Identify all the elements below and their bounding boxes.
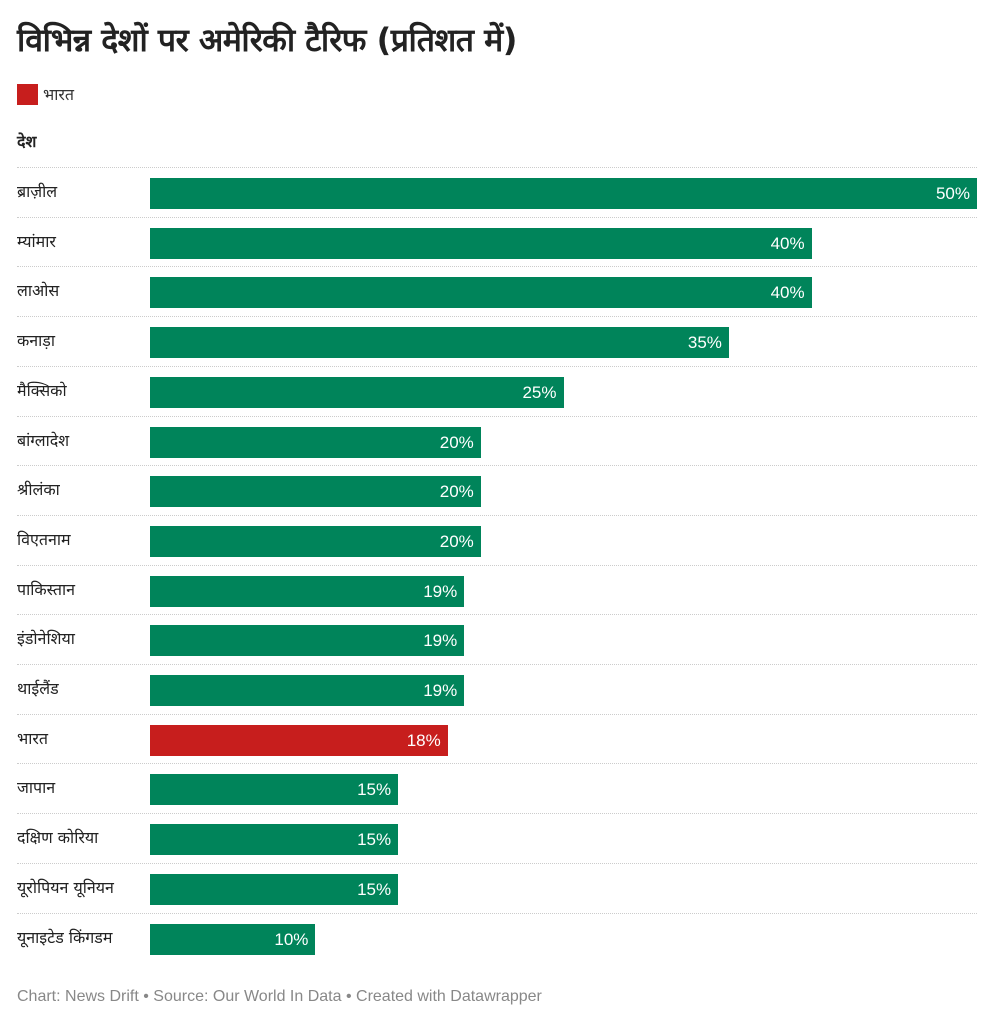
category-label: बांग्लादेश [17, 430, 70, 450]
bar: 20% [150, 426, 481, 458]
bar: 19% [150, 575, 465, 607]
category-label: श्रीलंका [17, 480, 60, 500]
chart-title: विभिन्न देशों पर अमेरिकी टैरिफ (प्रतिशत … [17, 21, 517, 59]
data-label: 15% [357, 879, 392, 899]
bar-row: यूरोपियन यूनियन 15% [17, 862, 977, 913]
category-label: थाईलैंड [17, 679, 59, 698]
category-label: यूरोपियन यूनियन [17, 877, 114, 897]
legend: भारत [17, 83, 74, 105]
column-header: देश [17, 132, 37, 151]
bar: 15% [150, 774, 399, 806]
bar: 19% [150, 625, 465, 657]
category-label: कनाड़ा [17, 331, 56, 351]
data-label: 19% [423, 581, 458, 601]
bar: 15% [150, 824, 399, 856]
bar: 10% [150, 923, 316, 955]
data-label: 19% [423, 631, 458, 651]
bar-row: भारत 18% [17, 713, 977, 764]
category-label: दक्षिण कोरिया [17, 828, 99, 848]
category-label: यूनाइटेड किंगडम [17, 927, 113, 947]
bar-row: पाकिस्तान 19% [17, 564, 977, 615]
bar-row: कनाड़ा 35% [17, 316, 977, 366]
data-label: 19% [423, 681, 458, 700]
bar: 25% [150, 376, 564, 408]
bar: 15% [150, 873, 399, 905]
category-label: भारत [17, 728, 49, 748]
category-label: लाओस [17, 281, 60, 301]
legend-label: भारत [43, 85, 75, 104]
data-label: 40% [770, 233, 805, 253]
bar: 20% [150, 476, 481, 508]
bar-row: मैक्सिको 25% [17, 365, 977, 416]
category-label: पाकिस्तान [17, 579, 76, 599]
data-label: 20% [439, 432, 474, 452]
category-label: इंडोनेशिया [17, 629, 75, 649]
bar-row: जापान 15% [17, 763, 977, 813]
bar: 19% [150, 675, 465, 706]
data-label: 35% [687, 333, 722, 353]
bar-row: दक्षिण कोरिया 15% [17, 813, 977, 863]
bar-row: बांग्लादेश 20% [17, 415, 977, 466]
bar-row: थाईलैंड 19% [17, 664, 977, 714]
legend-swatch [17, 83, 38, 105]
data-label: 40% [770, 283, 805, 303]
data-label: 18% [406, 730, 441, 750]
bar-row: यूनाइटेड किंगडम 10% [17, 912, 977, 963]
data-label: 50% [935, 184, 970, 203]
bar: 50% [150, 178, 977, 209]
bar: 40% [150, 227, 812, 259]
data-label: 15% [357, 830, 392, 850]
bar: 40% [150, 277, 812, 309]
data-label: 20% [439, 482, 474, 502]
bar: 35% [150, 327, 729, 359]
bar: 18% [150, 724, 448, 756]
data-label: 20% [439, 531, 474, 551]
bar-row: इंडोनेशिया 19% [17, 614, 977, 664]
bar-row: ब्राज़ील 50% [17, 167, 977, 217]
category-label: ब्राज़ील [17, 182, 58, 201]
bar-row: विएतनाम 20% [17, 514, 977, 565]
category-label: म्यांमार [17, 231, 56, 251]
category-label: विएतनाम [17, 529, 71, 549]
category-label: मैक्सिको [17, 380, 67, 400]
data-label: 25% [522, 382, 557, 402]
bar-row: म्यांमार 40% [17, 216, 977, 267]
bar-row: श्रीलंका 20% [17, 465, 977, 515]
data-label: 15% [357, 780, 392, 800]
bar-row: लाओस 40% [17, 266, 977, 316]
data-label: 10% [274, 929, 309, 949]
category-label: जापान [17, 778, 56, 798]
chart-footer: Chart: News Drift • Source: Our World In… [17, 988, 542, 1005]
bar: 20% [150, 525, 481, 557]
